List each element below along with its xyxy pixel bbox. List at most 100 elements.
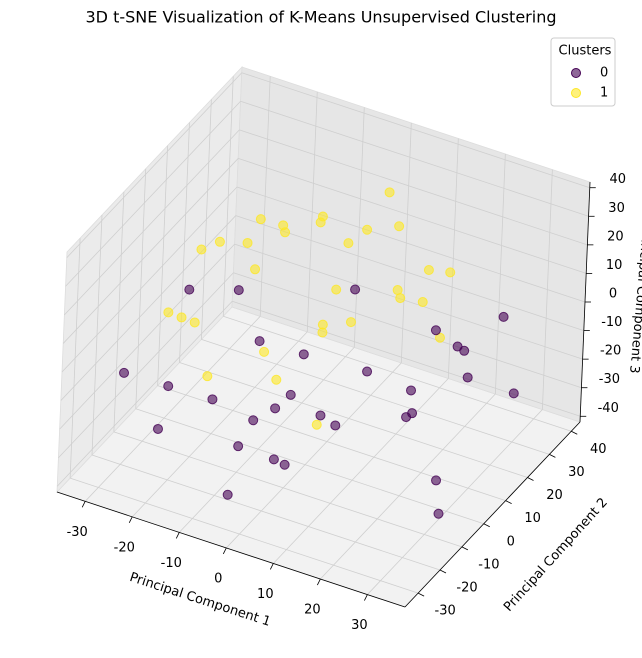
tick-mark xyxy=(417,592,425,597)
point xyxy=(222,489,233,500)
grid-line xyxy=(62,158,239,344)
legend-title: Clusters xyxy=(559,44,612,59)
tick-mark xyxy=(81,501,86,508)
point xyxy=(343,238,354,249)
grid-line xyxy=(201,338,550,455)
point xyxy=(345,317,356,328)
point xyxy=(189,317,200,328)
point xyxy=(152,423,163,434)
tick-label: 30 xyxy=(568,465,585,480)
point xyxy=(433,508,444,519)
grid-line xyxy=(64,129,240,316)
point xyxy=(285,389,296,400)
point xyxy=(362,366,373,377)
point xyxy=(350,284,361,295)
point xyxy=(248,415,259,426)
point xyxy=(270,403,281,414)
point xyxy=(196,244,207,255)
tick-mark xyxy=(175,532,180,539)
tick-mark xyxy=(461,546,469,551)
tick-mark xyxy=(269,563,274,570)
tick-mark xyxy=(505,500,512,504)
point xyxy=(315,217,326,228)
grid-line xyxy=(367,409,543,595)
grid-line xyxy=(69,477,419,594)
grid-line xyxy=(233,272,582,389)
tick-label: 0 xyxy=(214,571,222,586)
tick-label: -10 xyxy=(161,556,182,571)
grid-line xyxy=(239,129,588,246)
point xyxy=(163,307,174,318)
legend-label: 0 xyxy=(600,66,608,81)
grid-line xyxy=(236,186,586,303)
point xyxy=(423,265,434,276)
grid-line xyxy=(178,347,355,533)
point xyxy=(233,285,244,296)
point xyxy=(202,371,213,382)
legend-box xyxy=(550,37,616,107)
tick-label: 40 xyxy=(590,442,607,457)
point xyxy=(462,372,473,383)
tick-mark xyxy=(549,454,556,458)
point xyxy=(384,187,395,198)
tick-label: -10 xyxy=(601,315,622,330)
grid-line xyxy=(135,408,484,525)
point xyxy=(278,220,289,231)
tick-mark xyxy=(571,430,578,435)
point xyxy=(250,264,261,275)
point xyxy=(330,420,341,431)
legend: Clusters 0 1 xyxy=(550,37,616,107)
grid-line xyxy=(223,315,572,432)
tick-mark xyxy=(128,516,133,524)
grid-line xyxy=(241,72,590,189)
tick-label: 10 xyxy=(524,511,541,526)
tick-label: 30 xyxy=(608,201,625,216)
grid-line xyxy=(226,362,402,549)
point xyxy=(271,374,282,385)
legend-marker xyxy=(571,68,581,78)
point xyxy=(259,346,270,357)
grid-line xyxy=(235,215,584,331)
point xyxy=(315,410,326,421)
point xyxy=(508,388,519,399)
grid-line xyxy=(65,101,241,287)
point xyxy=(255,214,266,225)
tick-label: 10 xyxy=(257,587,274,602)
z-axis-label: Principal Component 3 xyxy=(626,226,642,374)
point xyxy=(311,419,322,430)
tick-mark xyxy=(222,547,227,555)
tick-label: -20 xyxy=(456,581,477,596)
tick-label: -30 xyxy=(599,372,620,387)
tick-label: 20 xyxy=(607,229,624,244)
point xyxy=(431,475,442,486)
tick-label: -40 xyxy=(598,401,619,416)
grid-line xyxy=(320,393,496,580)
legend-marker xyxy=(571,88,581,98)
tick-label: 10 xyxy=(606,258,623,273)
axis-line xyxy=(56,491,406,608)
point xyxy=(317,327,328,338)
point xyxy=(498,311,509,322)
point xyxy=(395,293,406,304)
tick-mark xyxy=(364,594,368,601)
point xyxy=(459,345,470,356)
grid-line xyxy=(240,100,589,217)
tick-label: 20 xyxy=(304,603,321,618)
grid-line xyxy=(61,186,238,373)
tick-label: 0 xyxy=(507,534,515,549)
tick-label: -30 xyxy=(67,525,88,540)
tick-label: 20 xyxy=(546,488,563,503)
x-axis-label: Principal Component 1 xyxy=(128,570,273,630)
point xyxy=(279,459,290,470)
tick-label: -20 xyxy=(600,344,621,359)
point xyxy=(298,349,309,360)
legend-label: 1 xyxy=(600,86,608,101)
point xyxy=(242,237,253,248)
grid-line xyxy=(66,72,243,258)
point xyxy=(394,221,405,232)
point xyxy=(254,336,265,347)
tick-label: 40 xyxy=(609,172,626,187)
point xyxy=(207,394,218,405)
grid-line xyxy=(232,300,581,417)
